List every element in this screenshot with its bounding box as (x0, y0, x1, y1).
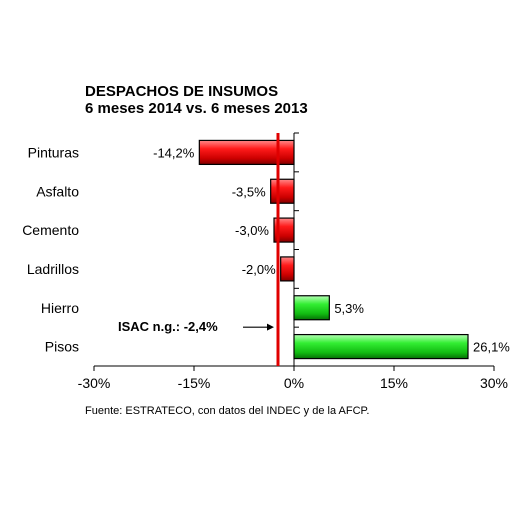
x-tick-label: -15% (178, 375, 211, 391)
bar-pinturas (198, 139, 295, 166)
data-label-ladrillos: -2,0% (242, 262, 276, 277)
reference-label: ISAC n.g.: -2,4% (118, 319, 218, 334)
data-label-pisos: 26,1% (473, 340, 510, 355)
data-label-pinturas: -14,2% (153, 145, 195, 160)
category-label-cemento: Cemento (22, 222, 79, 238)
reference-arrow-head (267, 323, 274, 331)
x-tick-label: -30% (78, 375, 111, 391)
bar-ladrillos (280, 256, 295, 282)
category-label-pisos: Pisos (45, 339, 79, 355)
x-tick-label: 30% (480, 375, 508, 391)
bar-hierro (293, 295, 330, 321)
axes: Pinturas Asfalto Cemento Ladrillos Hierro Pis… (22, 132, 508, 391)
category-label-asfalto: Asfalto (36, 183, 79, 199)
source-note: Fuente: ESTRATECO, con datos del INDEC y… (85, 405, 370, 417)
category-label-ladrillos: Ladrillos (27, 261, 79, 277)
data-label-cemento: -3,0% (235, 223, 269, 238)
chart-subtitle: 6 meses 2014 vs. 6 meses 2013 (85, 100, 308, 117)
category-label-pinturas: Pinturas (28, 144, 79, 160)
bar-asfalto (270, 178, 295, 204)
x-tick-label: 0% (284, 375, 304, 391)
data-label-asfalto: -3,5% (232, 184, 266, 199)
reference-annotation: ISAC n.g.: -2,4% (118, 133, 280, 366)
chart-title: DESPACHOS DE INSUMOS (85, 83, 278, 100)
data-label-hierro: 5,3% (334, 301, 364, 316)
x-tick-label: 15% (380, 375, 408, 391)
bar-pisos (293, 333, 469, 360)
category-label-hierro: Hierro (41, 300, 79, 316)
